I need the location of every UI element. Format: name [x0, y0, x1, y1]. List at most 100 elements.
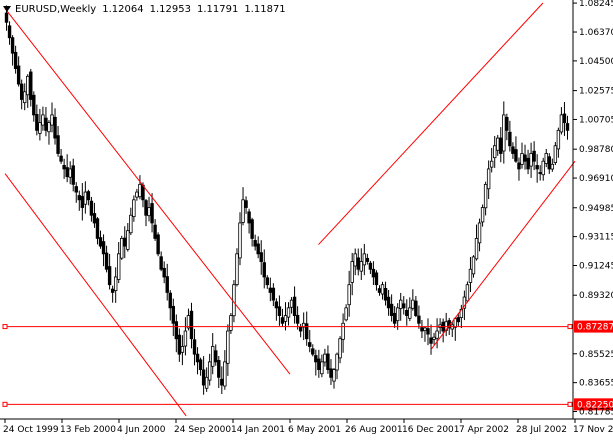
candle-bull [183, 330, 188, 347]
candle-bear [104, 252, 109, 270]
candle-bull [344, 307, 348, 321]
x-tick-label: 16 Dec 2001 [402, 425, 460, 435]
axes-layer: 1.08245 1.06370 1.04500 1.02575 1.00705 0.987… [0, 0, 613, 435]
candle-bear [189, 310, 194, 340]
candle-bear [171, 305, 175, 324]
y-tick-label: 1.04500 [579, 57, 613, 67]
trendline-1[interactable] [4, 8, 291, 375]
candle-bull [335, 353, 339, 371]
candle-bull [462, 296, 467, 309]
candle-bull [23, 91, 27, 104]
candle-bear [329, 368, 333, 378]
candle-bear [159, 256, 163, 270]
candle-bear [101, 241, 106, 255]
candle-bull [211, 346, 215, 367]
candle-bear [562, 113, 567, 124]
y-tick-label: 1.02575 [579, 87, 613, 97]
candle-bear [153, 224, 157, 239]
candle-bear [195, 353, 200, 363]
candle-bear [247, 211, 251, 224]
candle-bull [432, 336, 436, 340]
hline-handle-right[interactable] [567, 401, 573, 407]
candle-bull [301, 322, 306, 328]
candle-bear [392, 312, 397, 324]
candle-bull [129, 214, 133, 234]
hline-handle-right[interactable] [567, 324, 573, 330]
candle-bear [535, 165, 539, 170]
candle-bull [113, 276, 118, 291]
x-tick-label: 24 Oct 1999 [3, 425, 59, 435]
candle-bear [86, 191, 91, 201]
hline-handle-left[interactable] [2, 324, 8, 330]
candle-bull [289, 299, 294, 308]
hline-price-tag [574, 320, 613, 333]
candle-bear [56, 135, 60, 154]
candle-bear [192, 339, 197, 355]
candle-bull [486, 168, 491, 190]
candle-bear [298, 326, 303, 332]
candle-bear [417, 315, 421, 324]
horizontal-lines-layer: 0.87287 0.82250 [2, 320, 613, 411]
trendline-2[interactable] [4, 173, 187, 417]
hline-price-label: 0.87287 [577, 323, 613, 333]
candle-bear [402, 303, 406, 309]
candle-bear [65, 167, 69, 178]
ohlc-high: 1.12953 [149, 3, 191, 15]
candle-bull [520, 153, 524, 165]
candle-bear [168, 292, 172, 309]
candle-bear [389, 303, 394, 316]
hline-handle-left[interactable] [2, 401, 8, 407]
trendlines-layer [4, 2, 576, 417]
candle-bull [471, 256, 476, 275]
candle-bear [311, 348, 315, 355]
candle-bull [380, 284, 385, 295]
candle-bear [414, 300, 418, 316]
candle-bear [295, 314, 300, 324]
candle-bull [117, 253, 121, 280]
candle-bull [553, 145, 558, 163]
trendline-3[interactable] [318, 2, 544, 245]
candle-bear [383, 287, 388, 301]
x-tick-label: 13 Feb 2000 [60, 425, 116, 435]
y-tick-label: 1.06370 [579, 28, 613, 38]
candle-bear [526, 157, 530, 170]
candle-bull [83, 191, 88, 205]
y-tick-label: 0.94985 [579, 204, 613, 214]
candle-bull [229, 315, 233, 331]
x-tick-label: 4 Jun 2000 [117, 425, 166, 435]
trendline-4[interactable] [430, 160, 576, 350]
candle-bear [517, 162, 521, 170]
x-tick-label: 7 Apr 2002 [459, 425, 509, 435]
candle-bear [256, 243, 260, 255]
candle-bull [435, 330, 439, 339]
chart-menu-icon[interactable] [3, 6, 11, 12]
x-tick-label: 24 Sep 2000 [174, 425, 231, 435]
candle-bull [283, 315, 288, 322]
candle-bull [477, 222, 482, 244]
y-tick-label: 1.08245 [579, 0, 613, 9]
candle-bull [347, 284, 351, 306]
candle-bull [120, 237, 124, 259]
candle-bear [92, 213, 97, 224]
candle-bull [286, 307, 291, 318]
y-tick-label: 0.96910 [579, 174, 613, 184]
candle-bull [529, 153, 533, 167]
candle-bear [95, 218, 100, 239]
candle-bull [41, 114, 45, 126]
candle-bear [268, 287, 273, 293]
candle-bear [250, 219, 254, 239]
candle-bear [107, 266, 112, 286]
candle-bull [556, 129, 561, 150]
candle-bear [156, 234, 160, 255]
candle-bull [180, 346, 185, 353]
candle-bear [508, 131, 512, 147]
candle-bull [47, 122, 51, 133]
candle-bear [19, 83, 24, 100]
candle-bull [135, 191, 139, 198]
candle-bear [262, 262, 266, 278]
candle-bear [420, 327, 424, 332]
candle-bear [356, 257, 360, 270]
y-tick-label: 0.91245 [579, 261, 613, 271]
